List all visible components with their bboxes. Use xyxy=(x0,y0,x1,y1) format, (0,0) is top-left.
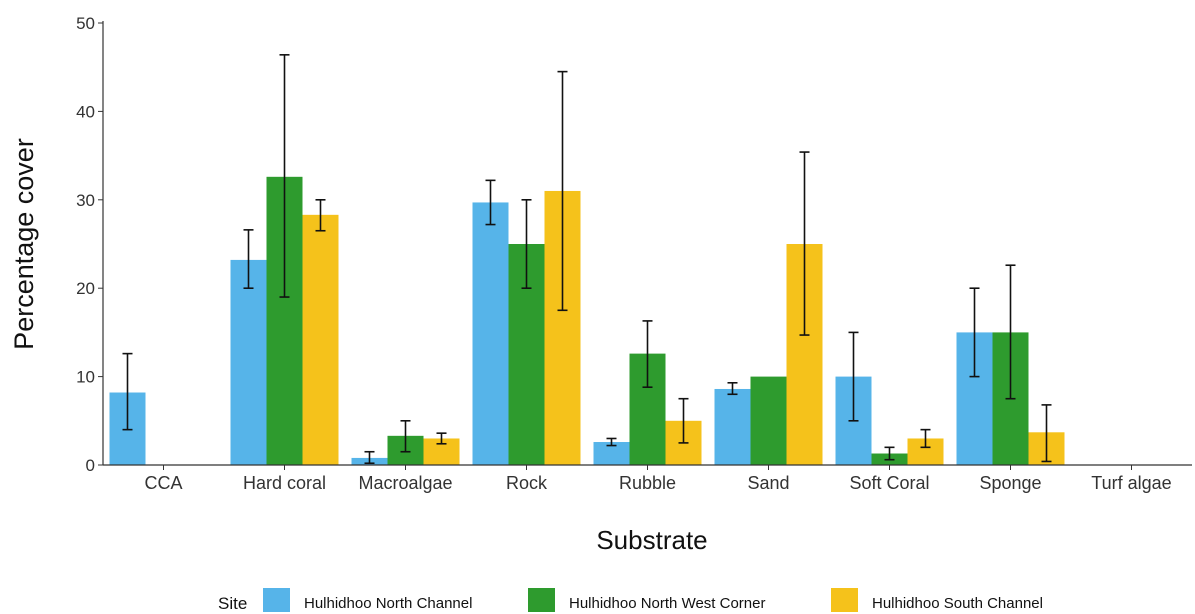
bar-hulhidhoo-north-west-corner-sand xyxy=(750,376,787,465)
x-axis-title: Substrate xyxy=(596,525,707,555)
y-tick-label: 20 xyxy=(76,279,95,298)
legend-swatch-hulhidhoo-south-channel xyxy=(831,588,858,612)
error-bar-hulhidhoo-south-channel-hard-coral xyxy=(315,199,326,232)
legend-label-hulhidhoo-south-channel: Hulhidhoo South Channel xyxy=(872,595,1043,612)
y-axis-title: Percentage cover xyxy=(9,138,39,350)
error-bar-hulhidhoo-north-channel-sponge xyxy=(969,287,980,378)
y-tick-label: 0 xyxy=(86,456,95,475)
error-bar-hulhidhoo-north-channel-rubble xyxy=(606,437,617,447)
x-tick-label-sponge: Sponge xyxy=(979,473,1041,493)
error-bar-hulhidhoo-north-west-corner-rubble xyxy=(642,320,653,389)
error-bar-hulhidhoo-north-channel-cca xyxy=(122,352,133,431)
error-bar-hulhidhoo-south-channel-sand xyxy=(799,151,810,336)
error-bar-hulhidhoo-north-west-corner-macroalgae xyxy=(400,419,411,453)
bar-hulhidhoo-north-channel-rock xyxy=(472,202,509,465)
error-bar-hulhidhoo-south-channel-sponge xyxy=(1041,404,1052,463)
error-bar-hulhidhoo-north-west-corner-soft-coral xyxy=(884,446,895,461)
bar-hulhidhoo-north-channel-sand xyxy=(714,388,751,465)
x-axis-ticks: CCA Hard coral Macroalgae Rock Rubble Sand Sof… xyxy=(144,465,1172,493)
x-tick-label-turf-algae: Turf algae xyxy=(1091,473,1171,493)
legend: Site Hulhidhoo North Channel Hulhidhoo No… xyxy=(218,588,1043,613)
error-bar-hulhidhoo-north-west-corner-hard-coral xyxy=(279,54,290,298)
error-bar-hulhidhoo-south-channel-macroalgae xyxy=(436,432,447,445)
error-bar-hulhidhoo-south-channel-rubble xyxy=(678,397,689,444)
error-bar-hulhidhoo-north-channel-rock xyxy=(485,179,496,226)
x-tick-label-cca: CCA xyxy=(144,473,182,493)
error-bar-hulhidhoo-north-channel-macroalgae xyxy=(364,450,375,465)
bar-hulhidhoo-north-channel-rubble xyxy=(593,442,630,465)
error-bar-hulhidhoo-north-channel-sand xyxy=(727,381,738,396)
bar-hulhidhoo-south-channel-hard-coral xyxy=(302,214,339,465)
bars xyxy=(109,176,1065,466)
error-bar-hulhidhoo-south-channel-soft-coral xyxy=(920,428,931,449)
x-tick-label-sand: Sand xyxy=(747,473,789,493)
error-bar-hulhidhoo-north-west-corner-sponge xyxy=(1005,264,1016,400)
x-tick-label-hard-coral: Hard coral xyxy=(243,473,326,493)
legend-label-hulhidhoo-north-west-corner: Hulhidhoo North West Corner xyxy=(569,595,765,612)
error-bar-hulhidhoo-north-west-corner-rock xyxy=(521,199,532,290)
y-axis-ticks: 0 10 20 30 40 50 xyxy=(76,14,103,475)
x-tick-label-macroalgae: Macroalgae xyxy=(358,473,452,493)
error-bars xyxy=(122,54,1052,465)
x-tick-label-soft-coral: Soft Coral xyxy=(849,473,929,493)
y-tick-label: 40 xyxy=(76,102,95,121)
y-tick-label: 50 xyxy=(76,14,95,33)
y-tick-label: 30 xyxy=(76,191,95,210)
error-bar-hulhidhoo-north-channel-soft-coral xyxy=(848,331,859,422)
legend-title: Site xyxy=(218,594,247,613)
y-tick-label: 10 xyxy=(76,368,95,387)
legend-swatch-hulhidhoo-north-west-corner xyxy=(528,588,555,612)
legend-label-hulhidhoo-north-channel: Hulhidhoo North Channel xyxy=(304,595,472,612)
x-tick-label-rubble: Rubble xyxy=(619,473,676,493)
error-bar-hulhidhoo-north-channel-hard-coral xyxy=(243,229,254,290)
error-bar-hulhidhoo-south-channel-rock xyxy=(557,70,568,312)
legend-swatch-hulhidhoo-north-channel xyxy=(263,588,290,612)
bar-hulhidhoo-north-channel-hard-coral xyxy=(230,259,267,465)
x-tick-label-rock: Rock xyxy=(506,473,548,493)
